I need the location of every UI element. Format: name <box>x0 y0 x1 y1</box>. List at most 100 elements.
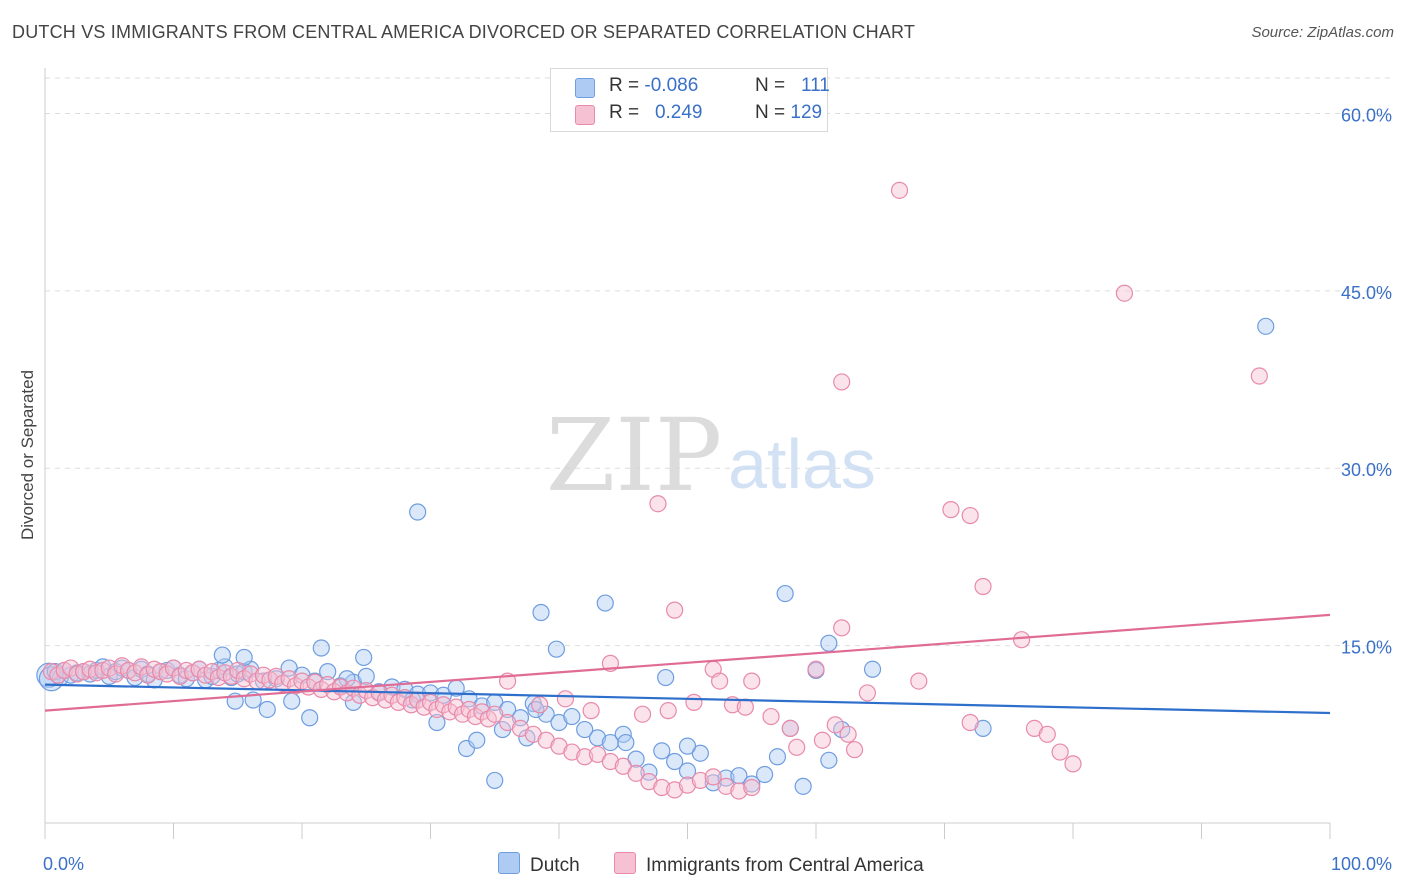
data-point-central-america <box>171 667 189 685</box>
data-point-central-america <box>730 782 748 800</box>
data-point-dutch <box>344 693 362 711</box>
data-point-central-america <box>910 672 928 690</box>
bottom-legend-swatch-central-america <box>614 852 636 874</box>
legend-n-label: N = <box>755 75 786 96</box>
data-point-central-america <box>678 776 697 794</box>
data-point-central-america <box>280 670 298 688</box>
legend-n-value-central-america: 129 <box>790 102 823 123</box>
data-point-central-america <box>743 778 761 797</box>
source-label: Source: ZipAtlas.com <box>1251 24 1394 41</box>
data-point-central-america <box>582 702 600 720</box>
y-tick-label: 60.0% <box>1341 105 1392 125</box>
data-point-central-america <box>961 506 979 525</box>
data-point-dutch <box>617 733 635 752</box>
data-point-dutch <box>863 660 882 678</box>
data-point-central-america <box>601 752 620 771</box>
data-point-central-america <box>126 664 144 682</box>
data-point-central-america <box>788 738 806 756</box>
data-point-central-america <box>627 764 645 782</box>
legend-swatch-dutch <box>575 78 595 98</box>
data-point-dutch <box>576 720 594 739</box>
data-point-dutch <box>499 700 517 719</box>
bottom-legend-label-dutch: Dutch <box>530 855 580 876</box>
data-point-dutch <box>532 603 550 622</box>
grid-layer <box>45 77 1392 647</box>
axis-layer <box>44 68 1331 839</box>
data-point-central-america <box>1012 631 1031 649</box>
data-point-dutch <box>1257 317 1275 335</box>
data-point-dutch <box>468 731 486 749</box>
watermark-zip: ZIP <box>546 397 722 514</box>
tick-label-layer: 15.0% 30.0% 45.0% 60.0% 0.0% 100.0% <box>43 105 1392 874</box>
trend-layer <box>44 613 1331 715</box>
data-point-central-america <box>691 771 709 790</box>
data-point-dutch <box>547 640 566 658</box>
legend-r-value-dutch: -0.086 <box>644 75 699 96</box>
data-point-dutch <box>678 762 697 780</box>
data-point-central-america <box>100 659 118 677</box>
data-point-central-america <box>421 693 440 711</box>
data-point-dutch <box>596 594 614 612</box>
data-point-central-america <box>190 660 208 678</box>
data-point-central-america <box>460 700 478 719</box>
data-point-dutch <box>428 713 446 732</box>
data-point-central-america <box>158 665 176 683</box>
data-point-central-america <box>293 672 311 690</box>
data-point-central-america <box>447 698 465 716</box>
trend-line-dutch <box>44 683 1331 715</box>
trend-line-central-america <box>44 613 1331 712</box>
x-tick-label: 0.0% <box>43 854 84 874</box>
data-point-central-america <box>974 577 992 596</box>
data-point-central-america <box>1051 743 1069 761</box>
data-point-central-america <box>434 696 452 714</box>
data-point-central-america <box>242 665 260 683</box>
data-point-central-america <box>826 716 844 734</box>
data-point-central-america <box>858 684 877 702</box>
watermark-atlas: atlas <box>728 425 876 503</box>
data-point-dutch <box>301 709 319 727</box>
bottom-legend-label-central-america: Immigrants from Central America <box>646 855 924 876</box>
legend-swatch-central-america <box>575 105 595 125</box>
data-point-central-america <box>961 713 979 732</box>
legend-r-value-central-america: 0.249 <box>654 102 703 123</box>
data-point-central-america <box>653 778 671 797</box>
data-point-dutch <box>537 705 555 723</box>
chart-title: DUTCH VS IMMIGRANTS FROM CENTRAL AMERICA… <box>12 22 916 42</box>
data-point-dutch <box>409 503 427 521</box>
data-point-dutch <box>319 663 337 681</box>
data-point-central-america <box>659 702 677 720</box>
data-point-dutch <box>283 692 301 710</box>
data-point-central-america <box>845 741 864 759</box>
data-point-central-america <box>203 663 221 681</box>
data-point-central-america <box>1250 367 1268 385</box>
data-point-dutch <box>213 646 231 664</box>
data-point-dutch <box>258 700 276 719</box>
data-point-central-america <box>807 660 825 678</box>
y-tick-label: 45.0% <box>1341 283 1392 303</box>
data-point-central-america <box>942 501 960 519</box>
legend-n-value-dutch: 111 <box>800 75 830 96</box>
data-point-dutch <box>486 771 504 790</box>
data-point-dutch <box>666 752 684 771</box>
data-point-dutch <box>653 742 671 760</box>
data-point-central-america <box>473 703 491 721</box>
data-point-central-america <box>736 698 754 716</box>
data-point-central-america <box>890 181 909 199</box>
bottom-legend-swatch-dutch <box>498 852 520 874</box>
data-point-dutch <box>36 662 62 688</box>
data-point-dutch <box>357 667 375 685</box>
data-point-central-america <box>62 659 80 677</box>
data-point-central-america <box>685 693 703 711</box>
data-point-central-america <box>833 373 851 391</box>
y-tick-label: 30.0% <box>1341 460 1392 480</box>
data-point-central-america <box>762 707 780 726</box>
data-point-dutch <box>776 584 794 603</box>
data-point-central-america <box>563 743 581 761</box>
correlation-legend: R = -0.086 N = 111 R = 0.249 N = 129 <box>550 68 830 132</box>
data-point-central-america <box>833 619 851 637</box>
data-point-dutch <box>312 639 330 657</box>
data-point-dutch <box>678 737 697 755</box>
legend-r-label: R = <box>609 75 640 96</box>
data-point-central-america <box>1115 284 1134 302</box>
